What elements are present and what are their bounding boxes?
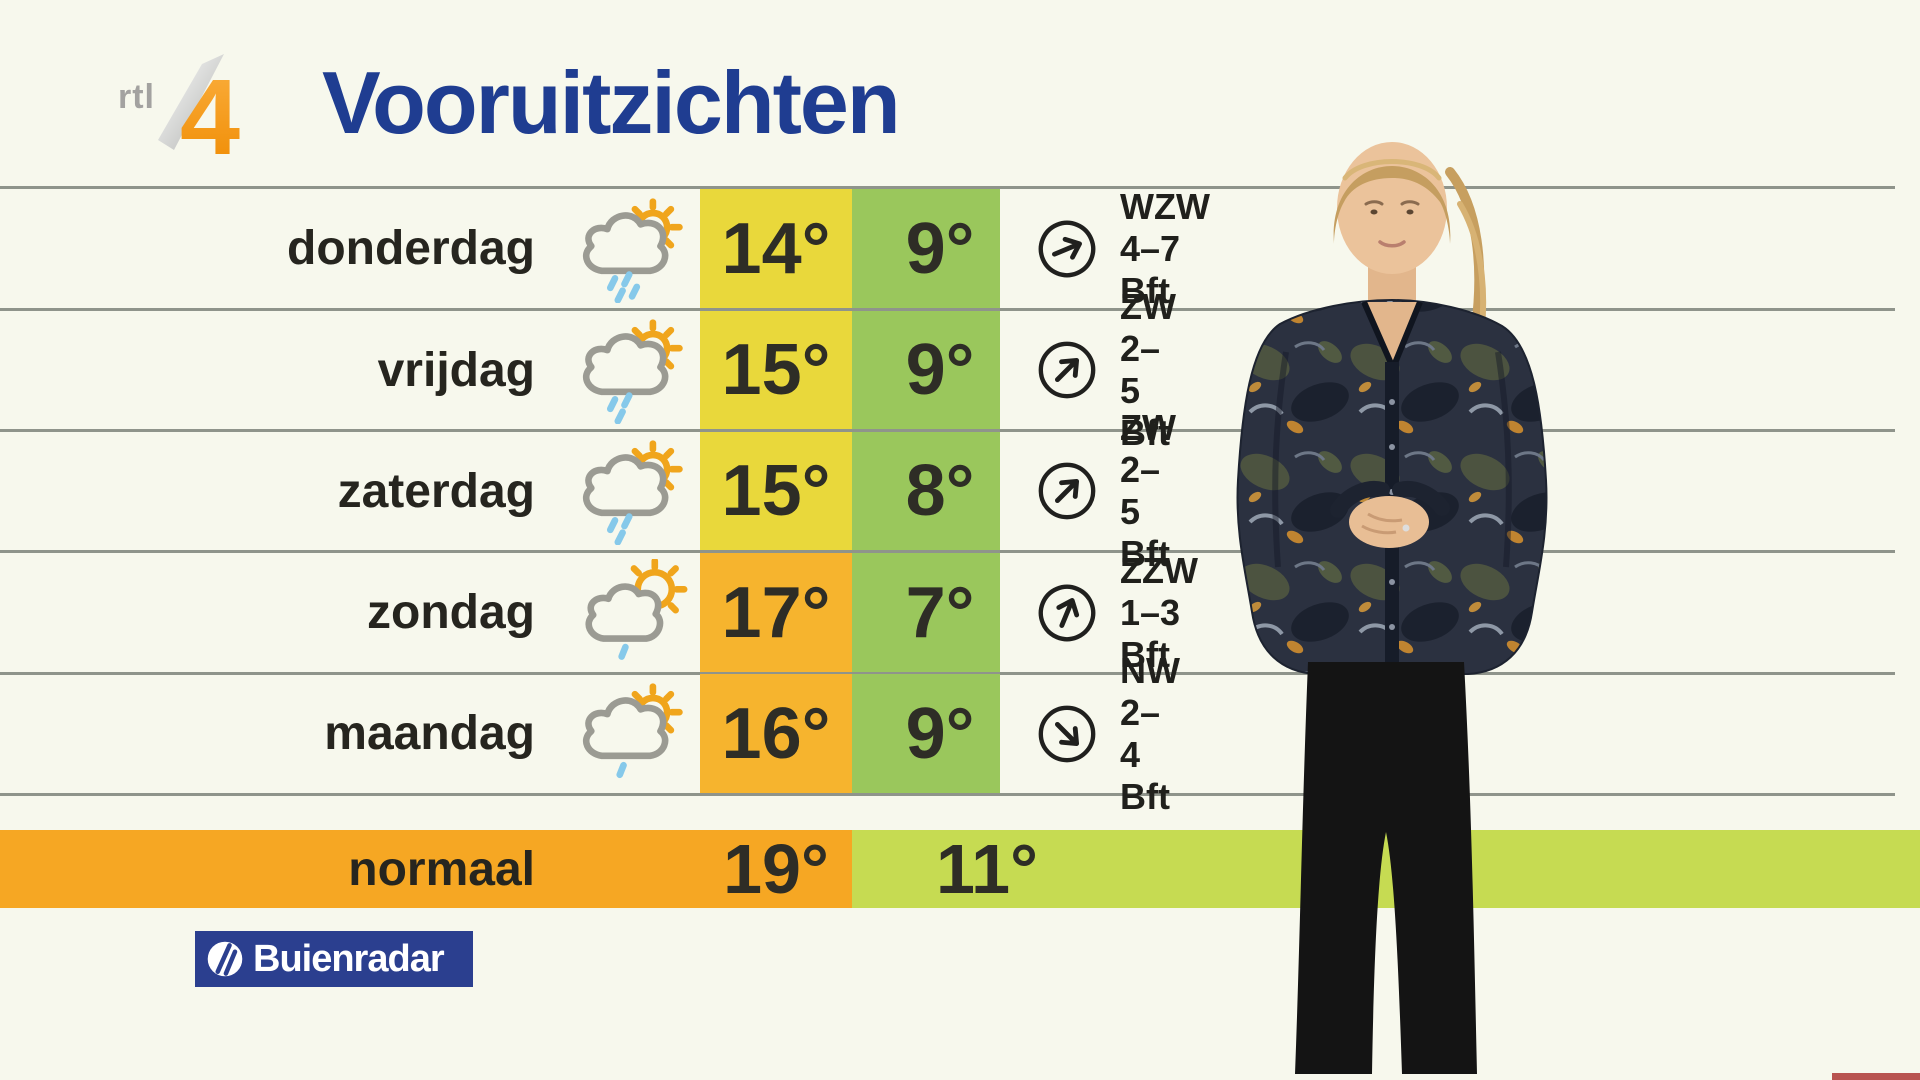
buienradar-text: Buienradar [253,937,445,980]
forecast-row-maandag: maandag 16° 9° NW 2–4 [0,650,1180,817]
sun-behind-rain-cloud-icon [572,432,694,550]
min-temp-cell: 9° [852,311,1000,429]
wind-direction: ZW [1120,407,1176,448]
forecast-row-zaterdag: zaterdag 15° 8° ZW 2–5 [0,407,1180,574]
max-temp-cell: 17° [700,553,852,672]
day-label: zaterdag [337,464,535,518]
table-line [0,308,1895,311]
normal-band-max [0,830,852,908]
forecast-row-vrijdag: vrijdag 15° 9° ZW 2–5 [0,286,1180,453]
rtl4-logo: rtl 4 [118,46,278,177]
wind-text: ZZW 1–3 Bft [1120,549,1198,675]
wind-direction: ZZW [1120,549,1198,591]
rtl-sail-shape [158,54,224,150]
wind-direction: ZW [1120,286,1176,327]
normal-band-min [852,830,1920,908]
wind-direction-icon [1032,189,1102,308]
max-temp-cell: 16° [700,674,852,793]
day-label: zondag [367,586,535,639]
wind-force: 2–5 Bft [1120,449,1170,574]
page-title: Vooruitzichten [322,53,901,152]
table-line [0,793,1895,796]
buienradar-logo: Buienradar [195,931,473,987]
wind-direction-icon [1032,674,1102,793]
wind-direction-icon [1032,311,1102,429]
day-label: maandag [324,707,535,760]
min-temp-cell: 7° [852,553,1000,672]
max-temp-cell: 14° [700,189,852,308]
normal-min-temp: 11° [936,830,1038,908]
sun-behind-rain-cloud-icon [572,311,694,429]
normal-row-label: normaal [348,842,535,896]
wind-text: WZW 4–7 Bft [1120,185,1210,311]
max-temp-cell: 15° [700,311,852,429]
wind-direction-icon [1032,553,1102,672]
table-line [0,429,1895,432]
wind-text: ZW 2–5 Bft [1120,407,1180,574]
rtl-text: rtl [118,78,155,116]
wind-direction: NW [1120,649,1180,691]
min-temp-cell: 9° [852,674,1000,793]
wind-force: 2–5 Bft [1120,328,1170,453]
min-temp-cell: 8° [852,432,1000,550]
day-label: donderdag [287,222,535,275]
wind-force: 2–4 Bft [1120,691,1170,817]
wind-direction-icon [1032,432,1102,550]
buienradar-icon [205,939,245,979]
rtl-number-4: 4 [180,56,240,161]
wind-text: NW 2–4 Bft [1120,650,1180,817]
table-line [0,550,1895,553]
forecast-row-zondag: zondag 17° 7° ZZW 1–3 [0,550,1198,675]
wind-force: 4–7 Bft [1120,227,1181,311]
forecast-row-donderdag: donderdag 14° 9° [0,186,1210,311]
sun-cloud-one-drop-icon [572,674,694,793]
normal-max-temp: 19° [723,830,829,908]
sun-behind-rain-cloud-icon [572,189,694,308]
max-temp-cell: 15° [700,432,852,550]
table-line [0,672,1895,675]
wind-force: 1–3 Bft [1120,591,1181,675]
corner-red-strip [1832,1073,1920,1080]
wind-text: ZW 2–5 Bft [1120,286,1180,453]
day-label: vrijdag [377,343,535,397]
min-temp-cell: 9° [852,189,1000,308]
table-line [0,186,1895,189]
wind-direction: WZW [1120,185,1210,227]
sun-cloud-one-drop-icon [572,553,694,672]
weather-presenter [1130,112,1630,1080]
